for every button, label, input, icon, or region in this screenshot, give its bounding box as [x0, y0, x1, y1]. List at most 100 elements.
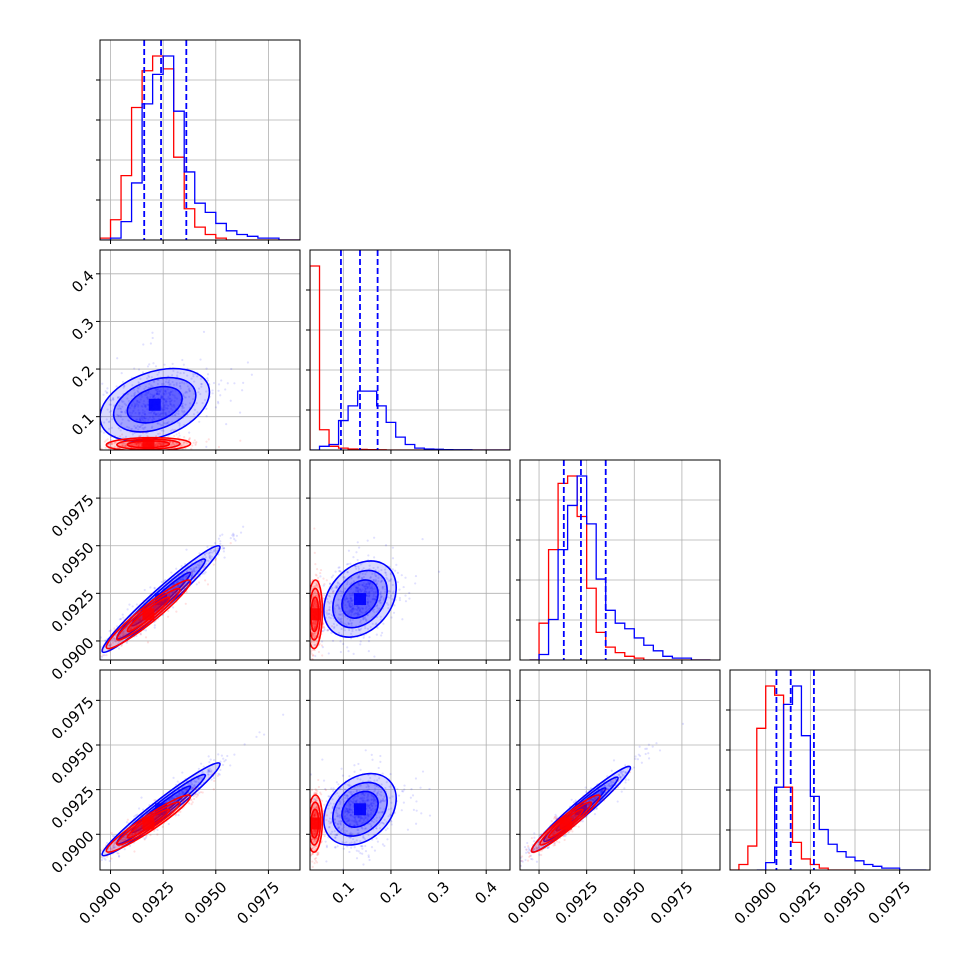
sample-point [139, 620, 142, 624]
blue-histogram-2 [529, 475, 711, 660]
sample-point [188, 402, 192, 405]
sample-point [173, 399, 176, 403]
sample-point [94, 863, 96, 865]
sample-point [359, 607, 362, 611]
sample-point [155, 605, 158, 608]
sample-point [306, 605, 308, 607]
sample-point [158, 602, 161, 605]
sample-point [404, 600, 408, 603]
sample-point [156, 390, 159, 394]
sample-point [102, 664, 104, 666]
sample-point [140, 395, 143, 398]
sample-point [206, 379, 210, 382]
sample-point [350, 594, 353, 597]
sample-point [339, 613, 342, 616]
sample-point [138, 418, 141, 421]
sample-point [364, 617, 367, 620]
sample-point [140, 619, 143, 622]
sample-point [81, 870, 83, 872]
sample-point [168, 594, 171, 597]
sample-point [226, 754, 229, 758]
sample-point [145, 393, 148, 396]
sample-point [372, 595, 375, 598]
sample-point [186, 583, 189, 587]
sample-point [354, 607, 357, 611]
sample-point [157, 388, 160, 391]
sample-point [121, 411, 124, 414]
sample-point [154, 413, 157, 417]
sample-point [146, 403, 149, 406]
sample-point [342, 590, 345, 593]
sample-point [187, 571, 190, 574]
sample-point [167, 395, 170, 399]
sample-point [97, 418, 99, 420]
sample-point [345, 597, 348, 600]
sample-point [143, 405, 147, 408]
sample-point [365, 594, 368, 597]
sample-point [325, 611, 328, 614]
sample-point [169, 402, 172, 406]
sample-point [72, 445, 74, 447]
sample-point [288, 605, 290, 607]
sample-point [356, 612, 359, 615]
sample-point [158, 389, 161, 392]
sample-point [384, 590, 387, 594]
sample-point [374, 595, 378, 598]
sample-point [96, 393, 98, 395]
sample-point [169, 403, 172, 406]
sample-point [398, 598, 402, 602]
sample-point [358, 572, 362, 575]
sample-point [349, 622, 353, 625]
sample-point [160, 407, 163, 410]
sample-point [105, 654, 108, 657]
sample-point [362, 618, 365, 621]
sample-point [383, 568, 387, 571]
sample-point [92, 864, 94, 866]
sample-point [365, 594, 368, 598]
sample-point [166, 593, 170, 596]
sample-point [158, 442, 162, 445]
sample-point [67, 881, 69, 883]
sample-point [353, 613, 356, 616]
sample-point [212, 563, 215, 566]
sample-point [351, 592, 354, 595]
sample-point [106, 438, 109, 441]
sample-point [139, 416, 142, 420]
sample-point [137, 444, 140, 447]
sample-point [198, 563, 201, 566]
sample-point [350, 607, 354, 611]
sample-point [232, 535, 235, 538]
sample-point [361, 584, 364, 587]
sample-point [94, 408, 96, 410]
sample-point [350, 599, 353, 602]
sample-point [84, 444, 86, 446]
sample-point [155, 608, 158, 611]
sample-point [176, 584, 180, 588]
sample-point [154, 606, 157, 609]
sample-point [195, 576, 198, 579]
sample-point [177, 584, 180, 587]
sample-point [169, 407, 173, 410]
sample-point [328, 616, 331, 619]
sample-point [392, 590, 395, 593]
sample-point [153, 586, 156, 590]
sample-point [128, 844, 132, 847]
sample-point [161, 397, 164, 400]
sample-point [372, 665, 374, 667]
sample-point [219, 542, 222, 545]
sample-point [197, 581, 201, 584]
sample-point [175, 411, 178, 415]
sample-point [152, 412, 156, 415]
sample-point [150, 426, 153, 429]
sample-point [379, 615, 382, 618]
sample-point [132, 623, 136, 626]
sample-point [161, 444, 164, 447]
red-samples-r2-c0 [100, 542, 232, 658]
sample-point [164, 579, 167, 582]
sample-point [152, 394, 156, 397]
sample-point [338, 566, 341, 569]
sample-point [354, 589, 357, 592]
sample-point [351, 602, 354, 605]
sample-point [438, 570, 441, 573]
sample-point [167, 397, 170, 400]
